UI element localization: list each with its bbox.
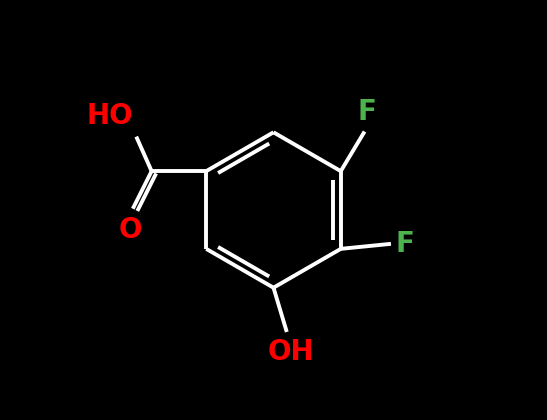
Text: OH: OH [267, 338, 315, 366]
Text: O: O [119, 216, 142, 244]
Text: HO: HO [86, 102, 133, 130]
Text: F: F [357, 99, 376, 126]
Text: F: F [395, 230, 414, 258]
